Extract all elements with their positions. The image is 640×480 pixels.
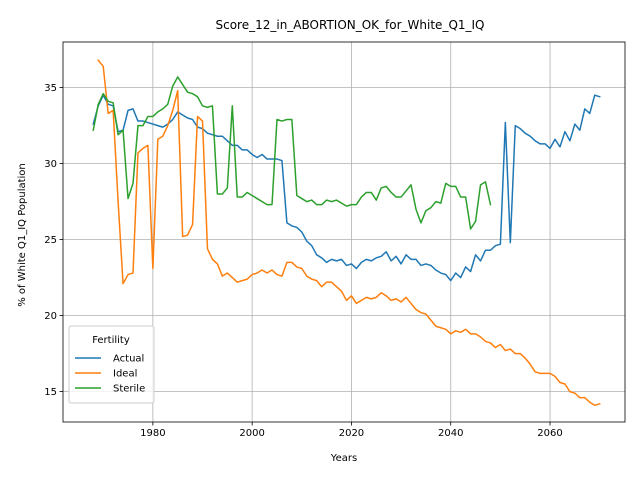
x-tick-label: 2060 — [537, 428, 562, 439]
legend: Fertility Actual Ideal Sterile — [68, 325, 155, 404]
y-tick-label: 25 — [44, 235, 57, 246]
x-tick-label: 2040 — [438, 428, 463, 439]
legend-title: Fertility — [92, 335, 130, 346]
plot-area — [63, 42, 625, 422]
x-tick-label: 1980 — [140, 428, 165, 439]
series-layer — [92, 59, 601, 407]
y-tick-label: 35 — [44, 83, 57, 94]
y-tick-label: 30 — [44, 159, 57, 170]
y-axis-label: % of White Q1_IQ Population — [17, 163, 28, 307]
x-tick-label: 2000 — [239, 428, 264, 439]
grid-lines — [63, 42, 625, 422]
legend-label-ideal: Ideal — [113, 369, 137, 380]
series-line-ideal — [97, 59, 601, 407]
y-tick-label: 15 — [44, 387, 57, 398]
y-tick-label: 20 — [44, 311, 57, 322]
plot-frame — [62, 41, 626, 423]
legend-label-sterile: Sterile — [113, 384, 145, 395]
axis-ticks: 1980 2000 2020 2040 2060 15 20 25 30 35 — [44, 83, 562, 439]
chart-title: Score_12_in_ABORTION_OK_for_White_Q1_IQ — [215, 18, 484, 32]
x-tick-label: 2020 — [339, 428, 364, 439]
legend-label-actual: Actual — [113, 354, 144, 365]
series-line-sterile — [92, 76, 492, 230]
x-axis-label: Years — [330, 453, 357, 464]
legend-box — [68, 325, 155, 404]
